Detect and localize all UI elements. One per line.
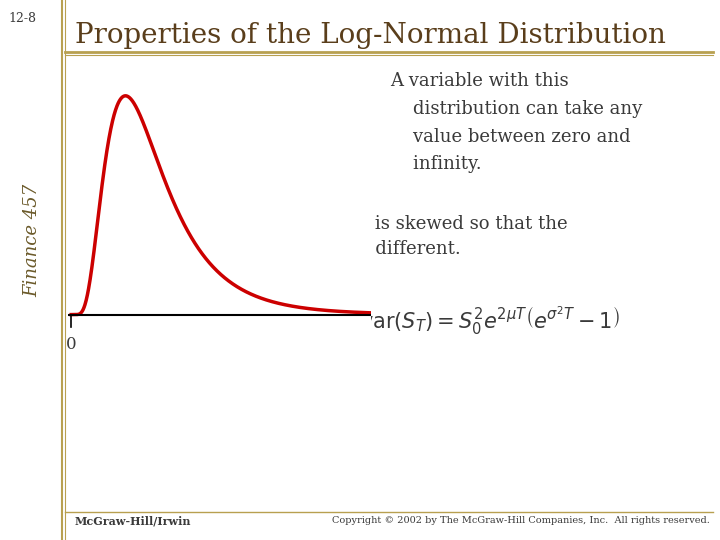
Text: Properties of the Log-Normal Distribution: Properties of the Log-Normal Distributio…	[75, 22, 666, 49]
Text: A variable with this
    distribution can take any
    value between zero and
  : A variable with this distribution can ta…	[390, 72, 642, 173]
Text: $E(S_T) = S_0 e^{\mu T}$: $E(S_T) = S_0 e^{\mu T}$	[100, 305, 236, 334]
Text: Finance 457: Finance 457	[23, 184, 41, 296]
Text: $\mathrm{var}(S_T) = S_0^2 e^{2\mu T}\left(e^{\sigma^2 T} - 1\right)$: $\mathrm{var}(S_T) = S_0^2 e^{2\mu T}\le…	[360, 305, 620, 338]
Text: McGraw-Hill/Irwin: McGraw-Hill/Irwin	[75, 516, 192, 527]
Text: 0: 0	[66, 336, 76, 354]
Text: Copyright © 2002 by The McGraw-Hill Companies, Inc.  All rights reserved.: Copyright © 2002 by The McGraw-Hill Comp…	[332, 516, 710, 525]
Text: Unlike a normal distributions, it is skewed so that the
mean, median, and mode a: Unlike a normal distributions, it is ske…	[75, 214, 567, 258]
Text: 12-8: 12-8	[8, 12, 36, 25]
